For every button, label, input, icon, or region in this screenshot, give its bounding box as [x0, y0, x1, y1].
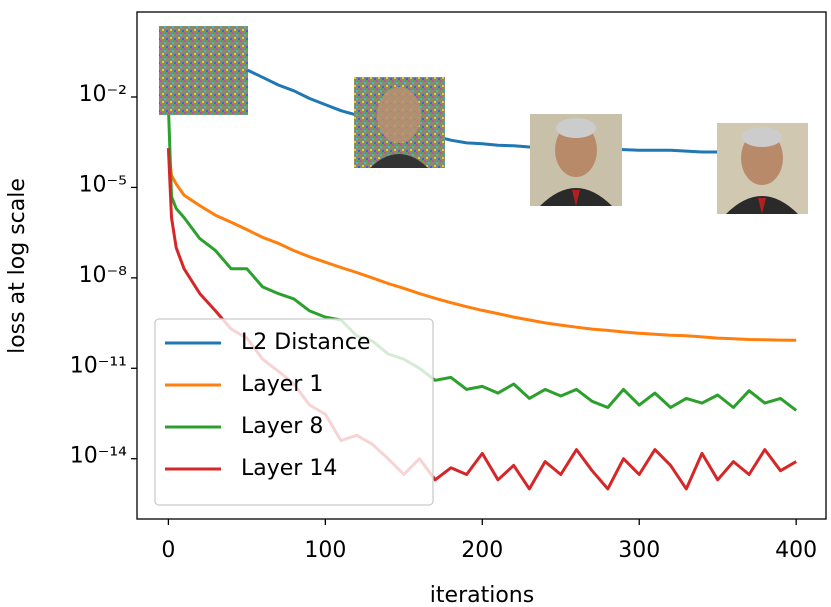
legend-label: Layer 1 [241, 372, 323, 397]
y-tick-label: 10⁻¹⁴ [70, 444, 127, 469]
y-axis-label: loss at log scale [5, 178, 30, 354]
reconstruction-images [159, 26, 808, 214]
x-tick-label: 300 [618, 538, 660, 563]
x-tick-label: 400 [775, 538, 817, 563]
legend-box [154, 318, 434, 506]
x-tick-label: 0 [161, 538, 175, 563]
image-noise [159, 26, 248, 115]
series-line [166, 148, 797, 342]
y-tick-label: 10⁻⁵ [79, 172, 127, 197]
legend-label: Layer 8 [241, 414, 323, 439]
legend: L2 Distance Layer 1 Layer 8 Layer 14 [154, 318, 434, 506]
plot-frame [136, 11, 827, 520]
series-line [166, 106, 798, 412]
series-line [167, 45, 797, 156]
x-axis-label: iterations [430, 583, 534, 607]
x-tick-label: 200 [461, 538, 503, 563]
y-tick-label: 10⁻² [79, 82, 127, 107]
x-tick-label: 100 [304, 538, 346, 563]
legend-label: L2 Distance [241, 330, 370, 355]
legend-label: Layer 14 [241, 456, 337, 481]
image-face-3 [717, 123, 808, 214]
y-tick-label: 10⁻¹¹ [70, 353, 127, 378]
image-face-1 [354, 77, 445, 168]
y-tick-label: 10⁻⁸ [79, 263, 128, 288]
image-face-2 [530, 114, 622, 206]
